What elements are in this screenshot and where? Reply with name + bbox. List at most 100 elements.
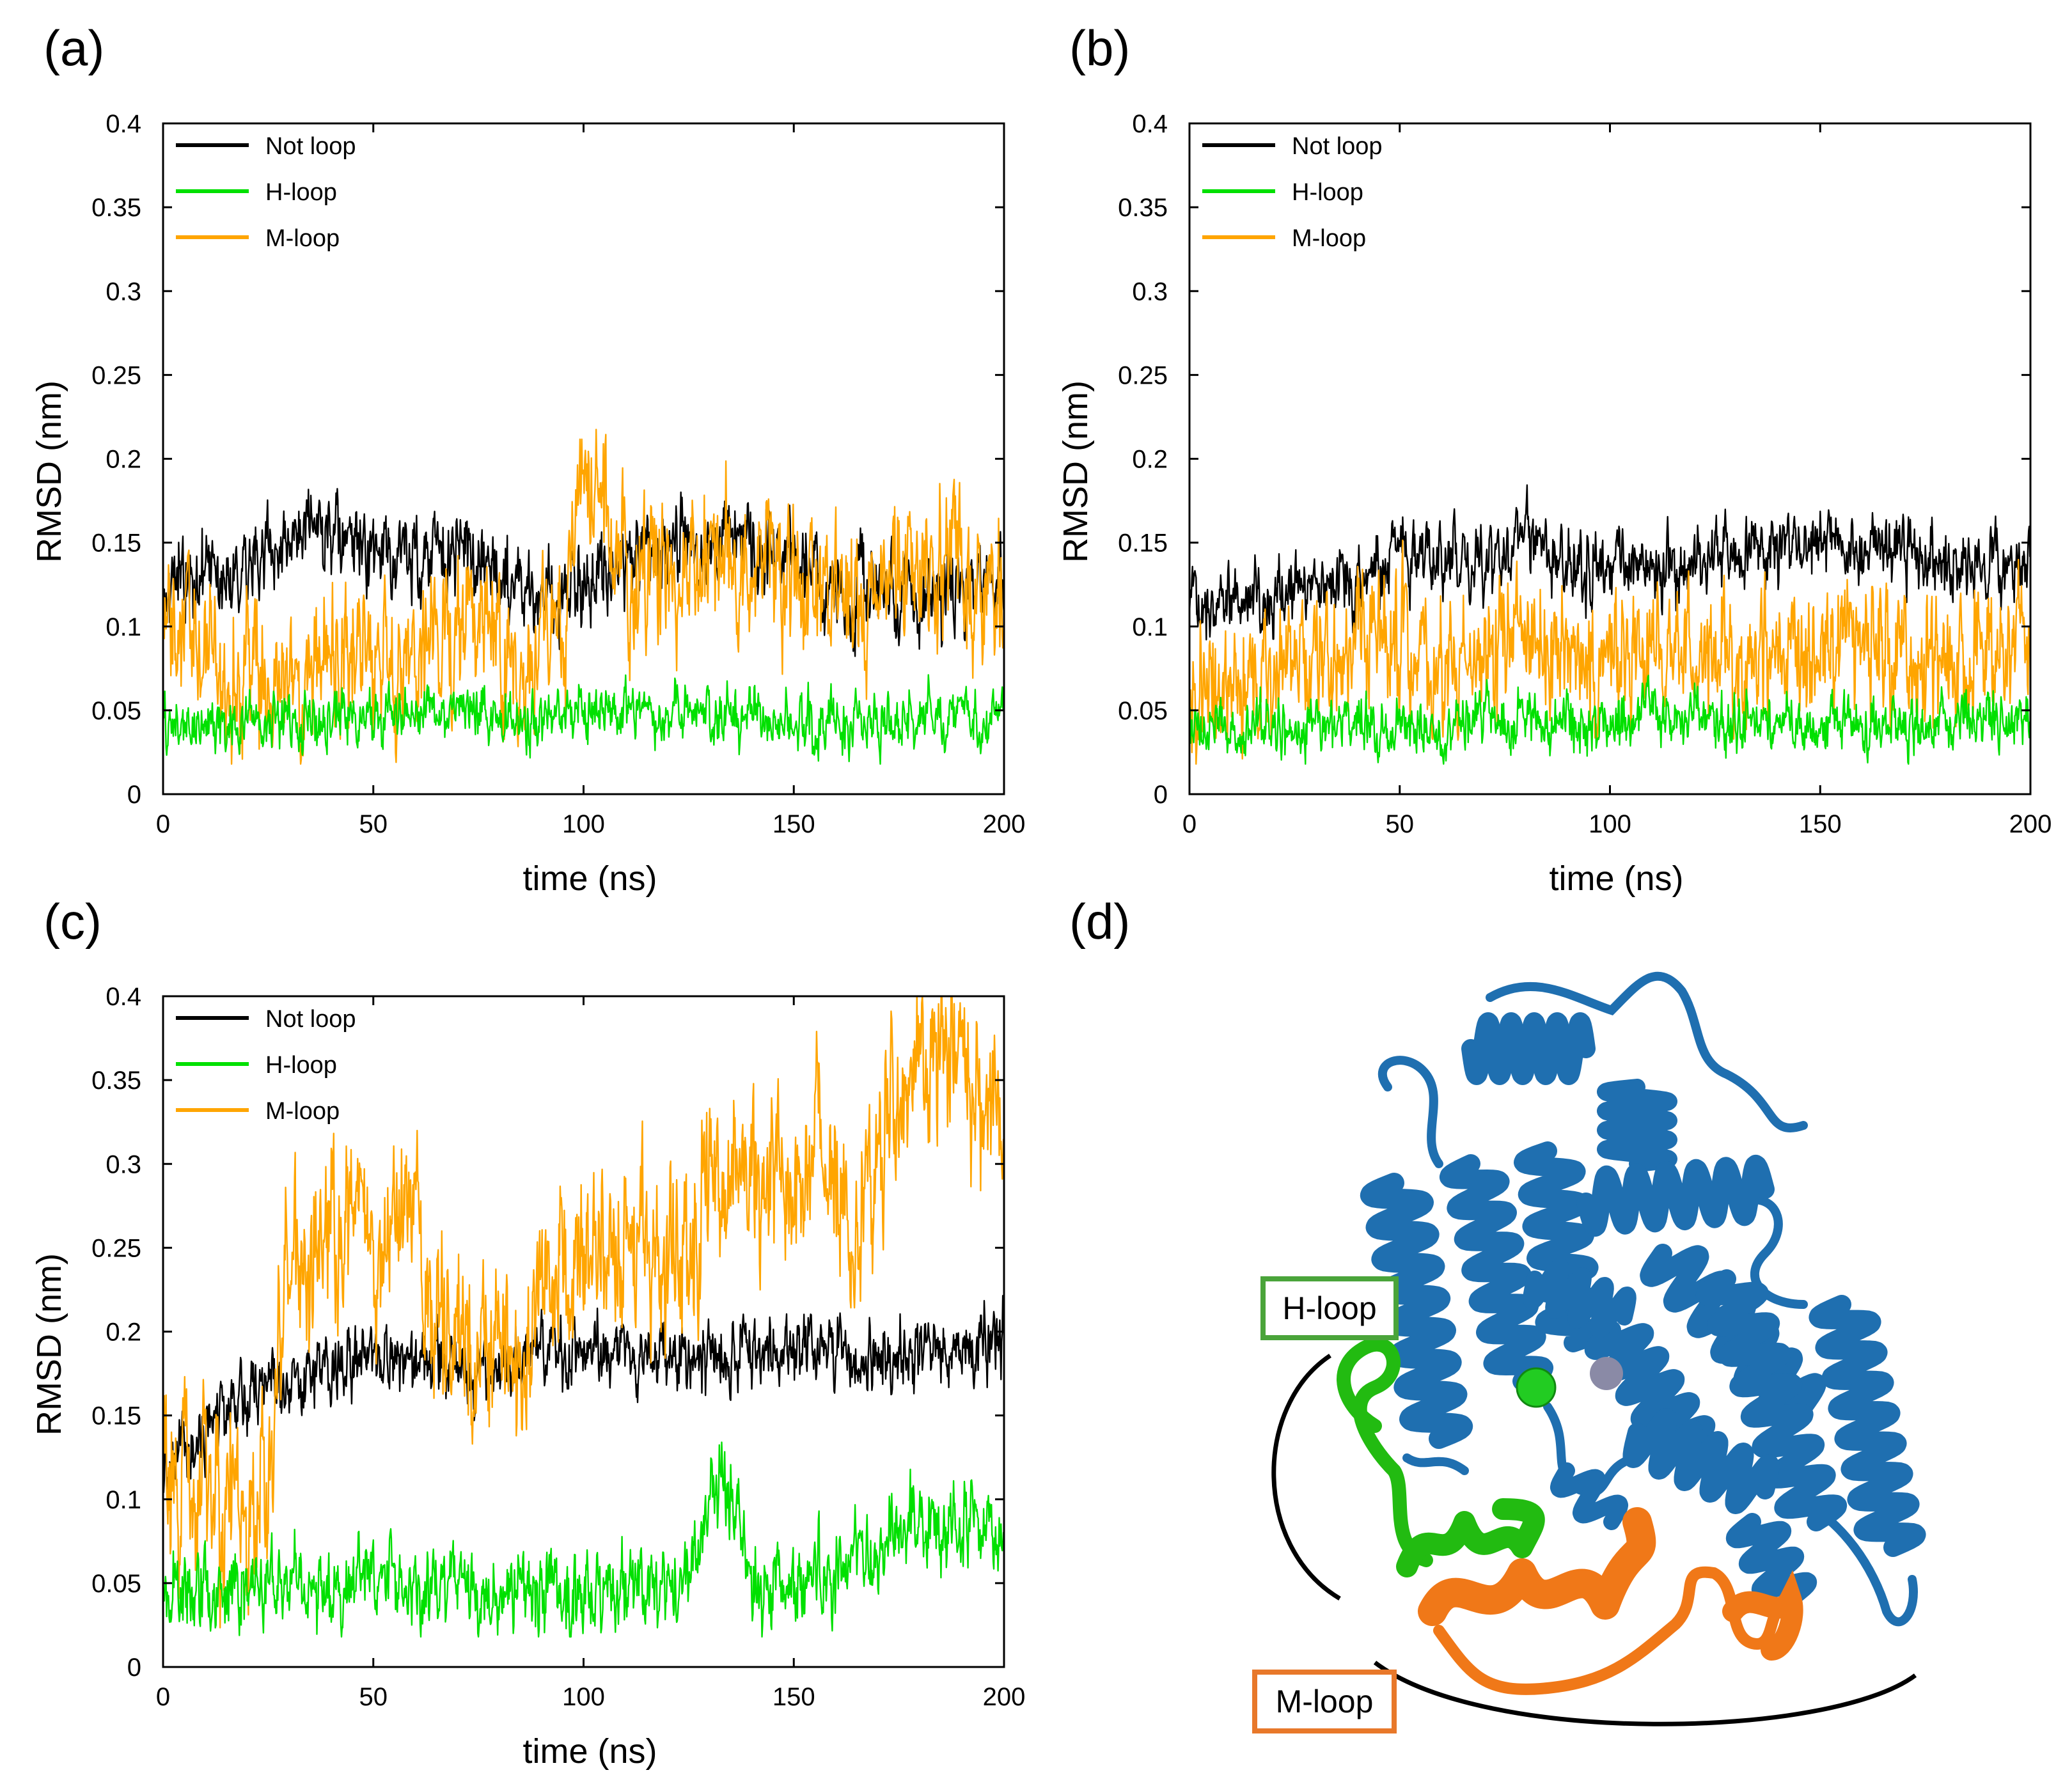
coil-lower-right	[1799, 1498, 1918, 1627]
m-loop-label-box	[1252, 1670, 1397, 1733]
y-tick-label: 0.1	[106, 613, 141, 641]
x-tick-label: 150	[1799, 810, 1842, 838]
chart-b: 0 50 100 150 200 0 0.05 0.1 0.15 0.2 0.25 0.3 0.35 0.…	[1056, 110, 2052, 898]
y-tick-label: 0.35	[1118, 194, 1168, 222]
panel-label-a: (a)	[43, 20, 104, 76]
legend-label-h-loop: H-loop	[265, 179, 337, 206]
coil-right	[1735, 1195, 1808, 1309]
x-axis-title: time (ns)	[1549, 859, 1683, 898]
helix-lower-small	[1725, 1513, 1817, 1608]
series-line-m-loop	[1189, 539, 2030, 765]
m-loop-helix	[1418, 1507, 1656, 1626]
h-loop-label: H-loop	[1282, 1290, 1376, 1326]
plot-frame	[1188, 122, 2032, 795]
y-tick-label: 0.25	[91, 361, 141, 389]
h-loop-arc	[1271, 1354, 1341, 1601]
helix-left-long	[1360, 1173, 1473, 1449]
y-axis-title: RMSD (nm)	[30, 1253, 68, 1436]
y-tick-label: 0	[127, 1654, 141, 1682]
helix-far-right	[1809, 1295, 1926, 1557]
legend-label-not-loop: Not loop	[265, 133, 356, 160]
x-tick-label: 0	[1182, 810, 1197, 838]
y-tick-label: 0.25	[91, 1234, 141, 1262]
y-tick-label: 0.2	[1132, 446, 1168, 474]
x-tick-label: 150	[773, 810, 815, 838]
y-tick-label: 0.15	[91, 1402, 141, 1430]
panel-label-d: (d)	[1069, 893, 1130, 950]
x-tick-label: 200	[983, 1683, 1026, 1711]
helix-left-inner	[1439, 1154, 1554, 1391]
helix-lower-center	[1550, 1462, 1629, 1530]
x-tick-label: 50	[359, 1683, 388, 1711]
coil-left	[1402, 1453, 1469, 1475]
chart-c: 0 50 100 150 200 0 0.05 0.1 0.15 0.2 0.25 0.3 0.35 0.…	[30, 983, 1026, 1771]
y-tick-label: 0.1	[106, 1486, 141, 1514]
y-tick-label: 0	[127, 781, 141, 809]
x-axis-title: time (ns)	[522, 1732, 657, 1771]
helix-center-horizontal	[1576, 1154, 1775, 1237]
y-tick-label: 0.05	[1118, 697, 1168, 725]
y-tick-label: 0.3	[1132, 278, 1168, 306]
m-loop-label: M-loop	[1276, 1684, 1374, 1719]
y-tick-label: 0.05	[91, 1570, 141, 1598]
h-loop-coil	[1337, 1337, 1433, 1567]
protein-structure: H-loop M-loop	[1252, 971, 1926, 1733]
y-tick-label: 0.4	[106, 110, 141, 138]
y-axis-title: RMSD (nm)	[30, 380, 68, 563]
x-tick-label: 150	[773, 1683, 815, 1711]
y-tick-label: 0.15	[91, 529, 141, 558]
series-line-not-loop	[163, 1295, 1004, 1507]
y-tick-label: 0.4	[1132, 110, 1168, 138]
helix-top-left	[1461, 1012, 1596, 1085]
y-tick-label: 0.4	[106, 983, 141, 1011]
m-loop-region	[1418, 1507, 1803, 1695]
helix-right-long	[1695, 1269, 1848, 1531]
y-tick-label: 0.2	[106, 1318, 141, 1347]
y-tick-label: 0.05	[91, 697, 141, 725]
h-loop-helix	[1396, 1498, 1545, 1577]
helix-top-coiled	[1597, 1079, 1677, 1172]
y-tick-label: 0.35	[91, 1067, 141, 1095]
x-tick-label: 50	[359, 810, 388, 838]
legend-label-h-loop: H-loop	[265, 1052, 337, 1079]
coil-top	[1486, 971, 1808, 1132]
panel-label-b: (b)	[1069, 20, 1130, 76]
y-tick-label: 0.3	[106, 1150, 141, 1178]
m-loop-coil	[1433, 1566, 1796, 1695]
green-ion	[1516, 1367, 1557, 1408]
y-tick-label: 0.35	[91, 194, 141, 222]
y-tick-label: 0.3	[106, 278, 141, 306]
series-line-h-loop	[163, 1441, 1004, 1638]
x-tick-label: 100	[562, 1683, 605, 1711]
x-tick-label: 200	[983, 810, 1026, 838]
x-tick-label: 0	[156, 810, 170, 838]
legend-label-not-loop: Not loop	[1292, 133, 1383, 160]
h-loop-label-box	[1260, 1276, 1399, 1340]
gray-ion	[1590, 1357, 1623, 1390]
x-tick-label: 50	[1386, 810, 1415, 838]
coil-upper-left	[1378, 1056, 1443, 1168]
series-line-not-loop	[1189, 484, 2030, 641]
h-loop-region	[1337, 1337, 1623, 1577]
legend-label-m-loop: M-loop	[265, 1098, 340, 1125]
x-axis-title: time (ns)	[522, 859, 657, 898]
legend-label-h-loop: H-loop	[1292, 179, 1363, 206]
series-line-m-loop	[163, 996, 1004, 1629]
legend-label-m-loop: M-loop	[1292, 225, 1366, 252]
y-tick-label: 0.15	[1118, 529, 1168, 558]
panel-label-c: (c)	[43, 893, 102, 950]
y-tick-label: 0	[1154, 781, 1168, 809]
m-loop-arc	[1373, 1661, 1917, 1726]
plot-frame	[162, 122, 1005, 795]
legend-label-m-loop: M-loop	[265, 225, 340, 252]
y-axis-title: RMSD (nm)	[1056, 380, 1095, 563]
x-tick-label: 100	[1589, 810, 1631, 838]
helix-lower-horizontal	[1622, 1408, 1780, 1514]
x-tick-label: 0	[156, 1683, 170, 1711]
y-tick-label: 0.1	[1132, 613, 1168, 641]
helix-core	[1523, 1258, 1636, 1338]
x-tick-label: 200	[2009, 810, 2052, 838]
series-line-h-loop	[163, 674, 1004, 765]
legend-label-not-loop: Not loop	[265, 1006, 356, 1033]
